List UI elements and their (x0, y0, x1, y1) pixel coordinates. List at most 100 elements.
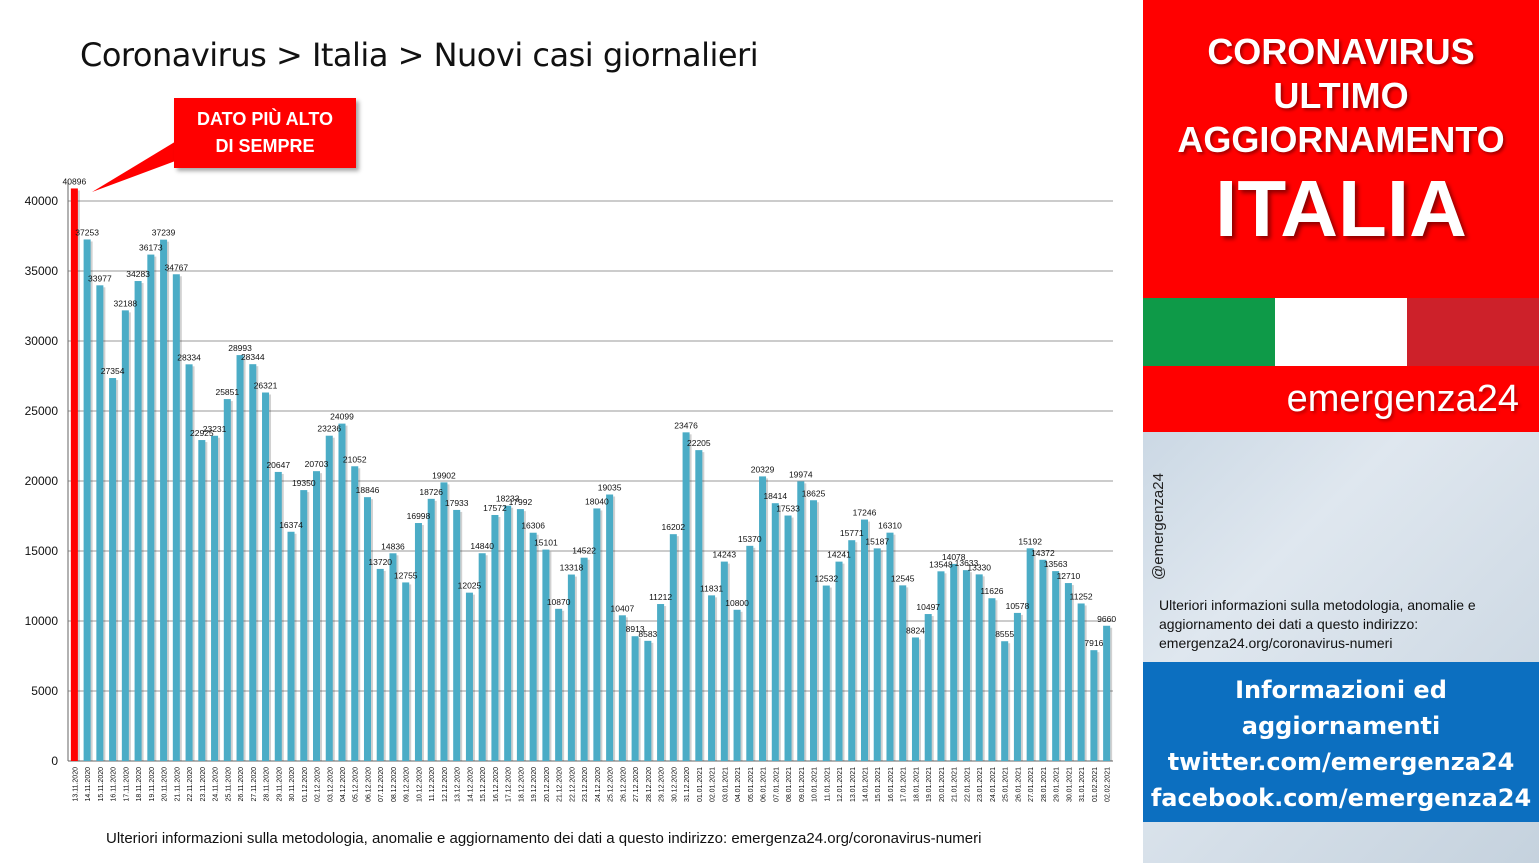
chart-tick-labels: 0 5000 10000 15000 20000 25000 30000 35000 40000… (25, 194, 1112, 802)
x-tick-label: 08.12.2020 (391, 767, 398, 802)
bar (83, 239, 91, 761)
x-tick-label: 27.11.2020 (251, 767, 258, 802)
y-tick-label: 0 (51, 754, 58, 768)
y-tick-label: 15000 (25, 544, 59, 558)
bar (860, 519, 868, 761)
x-tick-label: 20.12.2020 (544, 767, 551, 802)
data-label: 19035 (598, 483, 622, 493)
data-label: 12025 (458, 581, 482, 591)
x-tick-label: 16.01.2021 (888, 767, 895, 802)
y-tick-label: 5000 (31, 684, 58, 698)
data-label: 15771 (840, 528, 864, 538)
x-tick-label: 29.01.2021 (1054, 767, 1061, 802)
flag-stripe-red (1407, 298, 1539, 366)
data-label: 14836 (381, 541, 405, 551)
x-tick-label: 27.01.2021 (1028, 767, 1035, 802)
x-tick-label: 24.12.2020 (595, 767, 602, 802)
data-label: 15187 (865, 536, 889, 546)
data-label: 40896 (63, 176, 87, 186)
x-tick-label: 27.12.2020 (633, 767, 640, 802)
x-tick-label: 25.11.2020 (225, 767, 232, 802)
x-tick-label: 20.01.2021 (939, 767, 946, 802)
side-panel: CORONAVIRUS ULTIMO AGGIORNAMENTO ITALIA … (1143, 0, 1539, 863)
data-label: 11831 (700, 583, 723, 593)
bar (134, 281, 142, 761)
bar (606, 494, 614, 761)
x-tick-label: 16.12.2020 (493, 767, 500, 802)
x-tick-label: 21.11.2020 (174, 767, 181, 802)
data-label: 14078 (942, 552, 966, 562)
bar (720, 561, 728, 761)
bar (657, 604, 665, 761)
x-tick-label: 15.12.2020 (480, 767, 487, 802)
bar (262, 392, 270, 761)
x-tick-label: 18.11.2020 (136, 767, 143, 802)
data-label: 22205 (687, 438, 711, 448)
bar (249, 364, 257, 761)
bar (300, 490, 308, 761)
x-tick-label: 01.01.2021 (697, 767, 704, 802)
data-label: 36173 (139, 243, 163, 253)
flag-stripe-white (1275, 298, 1407, 366)
data-label: 9660 (1097, 614, 1116, 624)
data-label: 13330 (967, 562, 991, 572)
data-label: 12710 (1057, 571, 1081, 581)
bar (313, 471, 321, 761)
bar (937, 571, 945, 761)
data-label: 27354 (101, 366, 125, 376)
data-label: 23231 (203, 424, 227, 434)
data-label: 20647 (266, 460, 290, 470)
data-label: 19350 (292, 478, 316, 488)
x-tick-label: 23.01.2021 (977, 767, 984, 802)
x-tick-label: 18.01.2021 (913, 767, 920, 802)
data-label: 17533 (776, 504, 800, 514)
data-label: 37239 (152, 228, 176, 238)
x-tick-label: 15.01.2021 (875, 767, 882, 802)
brand-bar: emergenza24 (1143, 366, 1539, 432)
bar (287, 531, 295, 761)
x-tick-label: 14.01.2021 (862, 767, 869, 802)
x-tick-label: 21.12.2020 (557, 767, 564, 802)
data-label: 34767 (165, 262, 189, 272)
data-label: 13548 (929, 559, 953, 569)
side-title-line3: AGGIORNAMENTO (1177, 119, 1505, 160)
facebook-link[interactable]: facebook.com/emergenza24 (1150, 784, 1532, 812)
data-label: 34283 (126, 269, 150, 279)
y-tick-label: 10000 (25, 614, 59, 628)
info-line2: aggiornamenti (1241, 712, 1441, 740)
data-label: 12532 (814, 574, 838, 584)
x-tick-label: 01.02.2021 (1092, 767, 1099, 802)
bar (465, 592, 473, 761)
x-tick-label: 18.12.2020 (518, 767, 525, 802)
data-label: 22925 (190, 428, 214, 438)
data-label: 8913 (626, 624, 645, 634)
bar (759, 476, 767, 761)
flag-stripe-green (1143, 298, 1275, 366)
bar (567, 574, 575, 761)
x-tick-label: 13.11.2020 (72, 767, 79, 802)
data-label: 18625 (802, 488, 826, 498)
x-tick-label: 02.12.2020 (315, 767, 322, 802)
y-tick-label: 30000 (25, 334, 59, 348)
data-label: 10578 (1006, 601, 1030, 611)
x-tick-label: 31.01.2021 (1079, 767, 1086, 802)
data-label: 14840 (470, 541, 494, 551)
data-label: 37253 (75, 227, 99, 237)
bar (746, 545, 754, 761)
x-tick-label: 03.01.2021 (722, 767, 729, 802)
x-tick-label: 26.11.2020 (238, 767, 245, 802)
data-label: 33977 (88, 273, 112, 283)
bar (504, 505, 512, 761)
data-label: 16306 (521, 521, 545, 531)
x-tick-label: 25.12.2020 (608, 767, 615, 802)
x-tick-label: 22.01.2021 (964, 767, 971, 802)
x-tick-label: 26.12.2020 (620, 767, 627, 802)
bar (950, 563, 958, 761)
data-label: 15192 (1018, 536, 1042, 546)
bar (924, 614, 932, 761)
x-tick-label: 04.12.2020 (340, 767, 347, 802)
bar (1103, 625, 1111, 761)
twitter-link[interactable]: twitter.com/emergenza24 (1167, 748, 1515, 776)
x-tick-label: 12.12.2020 (442, 767, 449, 802)
x-tick-label: 28.11.2020 (264, 767, 271, 802)
